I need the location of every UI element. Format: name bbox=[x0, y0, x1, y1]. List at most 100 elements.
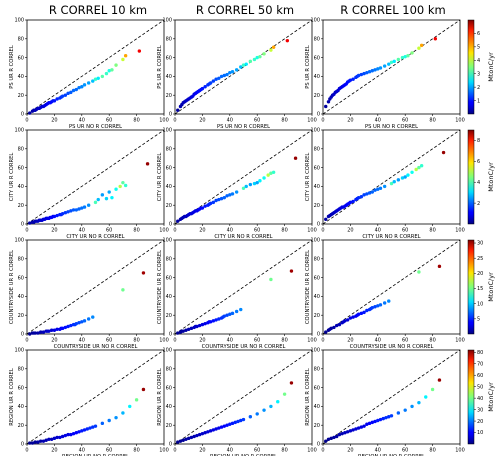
data-point bbox=[80, 206, 84, 210]
data-point bbox=[269, 404, 273, 409]
data-point bbox=[262, 176, 266, 180]
data-point bbox=[69, 432, 73, 437]
data-point bbox=[373, 419, 377, 424]
data-point bbox=[389, 414, 394, 418]
data-point bbox=[86, 81, 91, 85]
x-tick-label: 100 bbox=[307, 228, 317, 234]
data-point bbox=[55, 327, 59, 331]
x-tick-label: 0 bbox=[173, 338, 176, 344]
data-point bbox=[345, 430, 350, 434]
data-point bbox=[28, 441, 32, 445]
data-point bbox=[197, 432, 202, 437]
data-point bbox=[107, 69, 111, 73]
y-tick-label: 20 bbox=[18, 203, 24, 209]
colorbar-tick-label: 4 bbox=[477, 58, 480, 64]
data-point bbox=[214, 427, 218, 431]
colorbar-tick-label: 80 bbox=[477, 350, 483, 356]
data-point bbox=[222, 73, 227, 78]
data-point bbox=[55, 213, 59, 218]
y-tick-label: 100 bbox=[14, 128, 24, 134]
x-tick-label: 0 bbox=[173, 228, 176, 234]
data-point bbox=[269, 48, 273, 52]
data-point bbox=[88, 426, 92, 430]
data-point bbox=[234, 309, 239, 314]
y-tick-label: 40 bbox=[18, 74, 24, 80]
y-tick-label: 80 bbox=[18, 367, 24, 373]
data-point bbox=[86, 203, 91, 207]
data-point bbox=[378, 303, 383, 307]
x-tick-label: 40 bbox=[79, 338, 85, 344]
data-point bbox=[241, 186, 246, 190]
y-tick-label: 40 bbox=[314, 404, 320, 410]
x-tick-label: 0 bbox=[25, 118, 28, 124]
data-point bbox=[392, 180, 396, 184]
y-axis-label: CITY UR R CORREL bbox=[157, 153, 163, 202]
data-point bbox=[71, 88, 76, 93]
data-point bbox=[107, 418, 111, 423]
data-point bbox=[121, 288, 125, 292]
y-tick-label: 60 bbox=[314, 385, 320, 391]
y-tick-label: 80 bbox=[18, 37, 24, 43]
colorbar-tick-label: 3 bbox=[477, 71, 480, 77]
data-point bbox=[356, 312, 361, 316]
data-point bbox=[367, 70, 372, 74]
x-tick-label: 20 bbox=[199, 448, 205, 454]
x-axis-label: CITY UR NO R CORREL bbox=[214, 234, 272, 240]
data-point bbox=[189, 326, 194, 331]
y-axis-label: PS UR R CORREL bbox=[305, 45, 311, 89]
x-tick-label: 80 bbox=[133, 228, 139, 234]
x-tick-label: 80 bbox=[281, 338, 287, 344]
diagonal-line bbox=[322, 19, 461, 115]
data-point bbox=[337, 432, 342, 437]
data-point bbox=[417, 46, 421, 50]
y-tick-label: 80 bbox=[18, 257, 24, 263]
y-tick-label: 0 bbox=[21, 222, 24, 228]
x-tick-label: 60 bbox=[254, 338, 260, 344]
data-point bbox=[419, 43, 424, 48]
data-point bbox=[228, 312, 232, 316]
data-point bbox=[351, 315, 355, 319]
x-axis-label: COUNTRYSIDE UR NO R CORREL bbox=[54, 344, 138, 350]
data-point bbox=[66, 91, 70, 96]
y-tick-label: 100 bbox=[14, 18, 24, 24]
colorbar-tick-label: 1 bbox=[477, 98, 480, 104]
x-tick-label: 100 bbox=[455, 118, 465, 124]
data-point bbox=[403, 408, 407, 412]
data-point bbox=[382, 184, 387, 189]
y-tick-label: 80 bbox=[166, 367, 172, 373]
data-point bbox=[118, 184, 122, 189]
data-point bbox=[419, 164, 424, 168]
data-point bbox=[121, 57, 125, 62]
data-point bbox=[225, 313, 229, 317]
y-tick-label: 60 bbox=[166, 55, 172, 61]
data-point bbox=[348, 78, 353, 82]
y-axis-label: COUNTRYSIDE UR R CORREL bbox=[9, 250, 15, 324]
colorbar-gradient bbox=[467, 19, 475, 115]
data-point bbox=[69, 323, 73, 328]
y-tick-label: 20 bbox=[314, 313, 320, 319]
data-point bbox=[417, 165, 421, 170]
data-point bbox=[77, 430, 81, 434]
diagonal-line bbox=[26, 19, 165, 115]
data-point bbox=[376, 304, 380, 308]
data-point bbox=[178, 439, 183, 443]
data-point bbox=[86, 317, 91, 321]
x-tick-label: 100 bbox=[159, 448, 169, 454]
data-point bbox=[80, 85, 84, 89]
y-tick-label: 40 bbox=[18, 294, 24, 300]
x-axis-label: PS UR NO R CORREL bbox=[217, 124, 270, 130]
data-point bbox=[121, 411, 125, 415]
data-point bbox=[340, 431, 344, 436]
colorbar-tick-label: 5 bbox=[477, 45, 480, 51]
data-point bbox=[110, 68, 114, 72]
data-point bbox=[396, 178, 401, 182]
data-point bbox=[80, 429, 84, 433]
data-point bbox=[367, 191, 372, 195]
data-point bbox=[195, 324, 199, 329]
diagonal-line bbox=[322, 129, 461, 225]
x-tick-label: 0 bbox=[321, 448, 324, 454]
x-tick-label: 20 bbox=[199, 338, 205, 344]
